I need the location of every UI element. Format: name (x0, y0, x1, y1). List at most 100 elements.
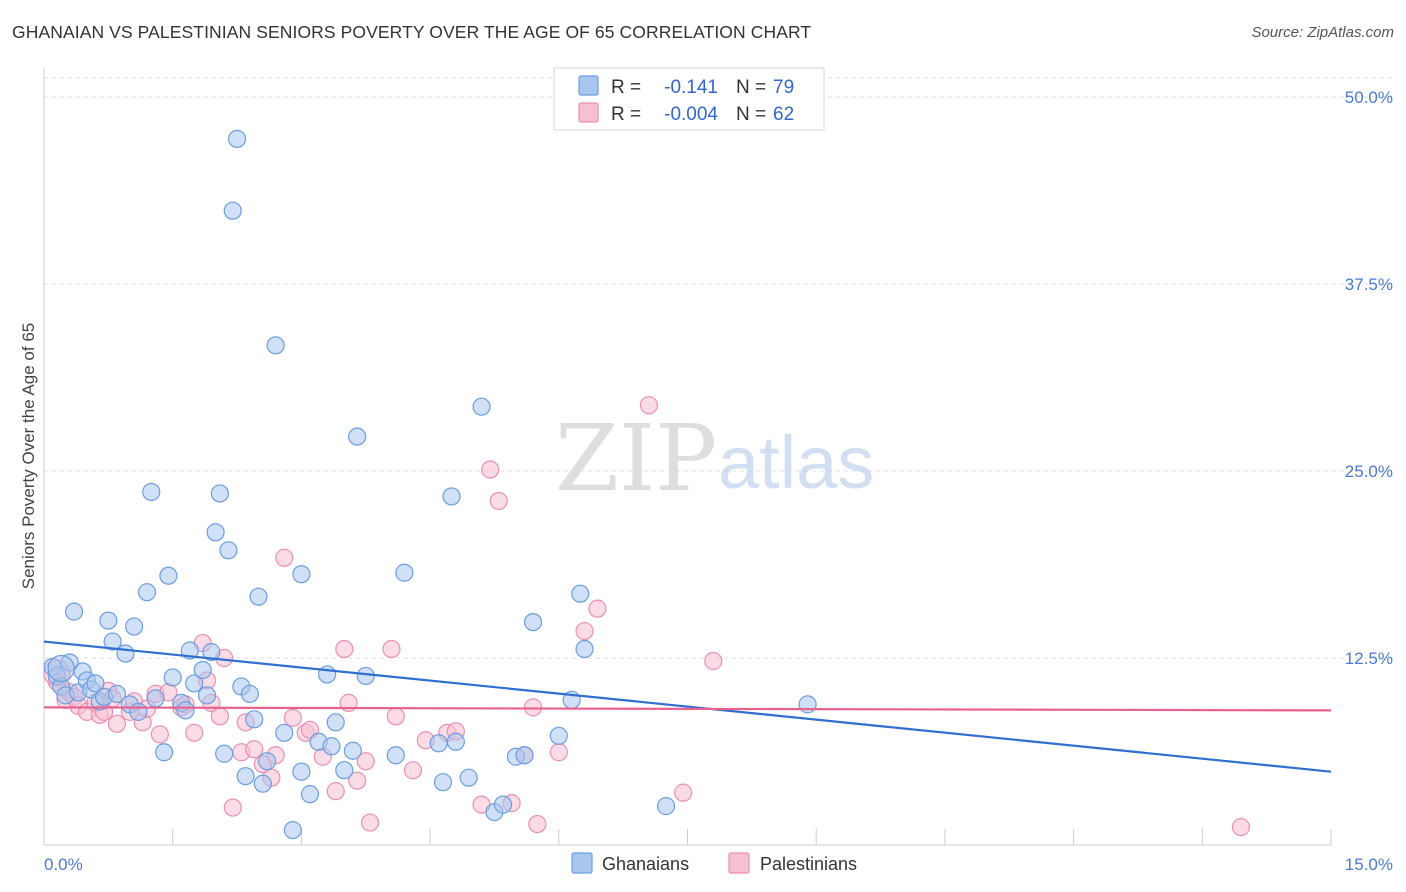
legend-r-label-1: R = (611, 104, 641, 125)
ghanaians-point (472, 397, 491, 416)
ghanaians-point-large (47, 654, 75, 683)
palestinians-point (1231, 817, 1251, 837)
palestinians-point (489, 491, 508, 511)
palestinians-point (185, 723, 204, 742)
ghanaians-point (326, 713, 345, 732)
ghanaians-point (257, 752, 277, 771)
ghanaians-point (266, 336, 285, 355)
ghanaians-point (386, 746, 405, 765)
correlation-legend: R = -0.141 N = 79 R = -0.004 N = 62 (553, 67, 825, 131)
palestinians-point (326, 782, 345, 801)
ghanaians-point (356, 666, 375, 686)
ghanaians-point (322, 737, 341, 756)
y-tick-label-25: 25.0% (1345, 462, 1393, 481)
palestinians-point (382, 639, 401, 659)
ghanaians-point (523, 612, 543, 632)
ghanaians-point (107, 684, 127, 704)
ghanaians-point (442, 487, 461, 506)
ghanaians-point (223, 201, 242, 220)
ghanaians-point (210, 484, 229, 503)
ghanaians-point (798, 695, 817, 714)
legend-swatch-palestinians (578, 102, 599, 123)
watermark: ZIP atlas (555, 405, 874, 512)
ghanaians-point (395, 563, 414, 582)
palestinians-point (523, 698, 543, 717)
palestinians-point (356, 752, 375, 771)
ghanaians-point (124, 617, 144, 636)
ghanaians-point (159, 566, 178, 585)
y-tick-label-37-5: 37.5% (1345, 275, 1393, 294)
ghanaians-point (236, 767, 255, 786)
legend-n-value-1: 62 (773, 104, 794, 125)
palestinians-point (403, 761, 423, 780)
ghanaians-point (493, 795, 513, 814)
palestinians-point (528, 814, 547, 834)
legend-swatch-ghanaians (578, 75, 599, 96)
ghanaians-point (86, 674, 105, 693)
ghanaians-point (459, 768, 478, 787)
ghanaians-point (335, 761, 354, 780)
watermark-atlas: atlas (718, 421, 874, 504)
chart-title: GHANAIAN VS PALESTINIAN SENIORS POVERTY … (12, 22, 812, 42)
ghanaians-point (240, 684, 260, 704)
palestinians-point (639, 396, 658, 415)
ghanaians-point (64, 602, 84, 621)
ghanaians-point (219, 541, 238, 560)
bottom-legend-label-ghanaians: Ghanaians (602, 854, 689, 874)
x-axis-ticks (43, 829, 1332, 845)
legend-n-value-0: 79 (773, 77, 794, 98)
ghanaians-point (249, 587, 268, 606)
palestinians-point (150, 725, 169, 744)
legend-r-value-0: -0.141 (664, 77, 718, 98)
ghanaians-point (185, 674, 204, 693)
ghanaians-point (163, 668, 182, 687)
legend-r-value-1: -0.004 (664, 104, 718, 125)
palestinians-point (348, 771, 367, 790)
ghanaians-point (656, 797, 676, 816)
gridlines (44, 77, 1392, 659)
ghanaians-point (433, 773, 453, 792)
source-label: Source: ZipAtlas.com (1251, 24, 1394, 41)
ghanaians-point (343, 741, 362, 760)
ghanaians-point (300, 785, 320, 804)
palestinians-trend-line (43, 706, 1332, 712)
ghanaians-point (146, 689, 165, 708)
ghanaians-point (103, 632, 122, 651)
palestinians-point (481, 460, 500, 479)
y-tick-label-50: 50.0% (1345, 88, 1393, 107)
y-tick-labels: 12.5% 25.0% 37.5% 50.0% (1345, 88, 1393, 668)
palestinians-point (575, 621, 594, 641)
palestinians-point (275, 548, 294, 567)
bottom-legend-swatch-ghanaians (571, 852, 593, 874)
ghanaians-point (253, 774, 272, 793)
ghanaians-trend-line (43, 640, 1332, 773)
ghanaians-point (515, 746, 534, 765)
ghanaians-point (446, 732, 465, 751)
ghanaians-point (142, 482, 161, 502)
ghanaians-point (245, 710, 264, 729)
ghanaians-point (137, 583, 157, 602)
ghanaians-point (197, 686, 217, 705)
ghanaians-point (116, 644, 135, 663)
ghanaians-point (129, 702, 148, 721)
ghanaians-point (99, 611, 118, 630)
ghanaians-point (429, 734, 448, 753)
legend-r-label-0: R = (611, 77, 641, 98)
palestinians-point (335, 639, 354, 659)
ghanaians-point (575, 639, 594, 659)
y-tick-label-12-5: 12.5% (1345, 649, 1393, 668)
palestinians-point (704, 651, 723, 671)
ghanaians-point (176, 701, 195, 720)
ghanaians-point (215, 744, 234, 763)
ghanaians-point (283, 820, 302, 840)
ghanaians-point (549, 726, 568, 745)
y-axis-title: Seniors Poverty Over the Age of 65 (19, 323, 38, 589)
legend-n-label-0: N = (736, 77, 766, 98)
palestinians-point (283, 708, 302, 727)
palestinians-point (245, 740, 264, 759)
palestinians-point (107, 714, 127, 733)
x-tick-label-max: 15.0% (1345, 855, 1393, 874)
ghanaians-point (227, 129, 247, 148)
ghanaians-point (275, 723, 294, 742)
